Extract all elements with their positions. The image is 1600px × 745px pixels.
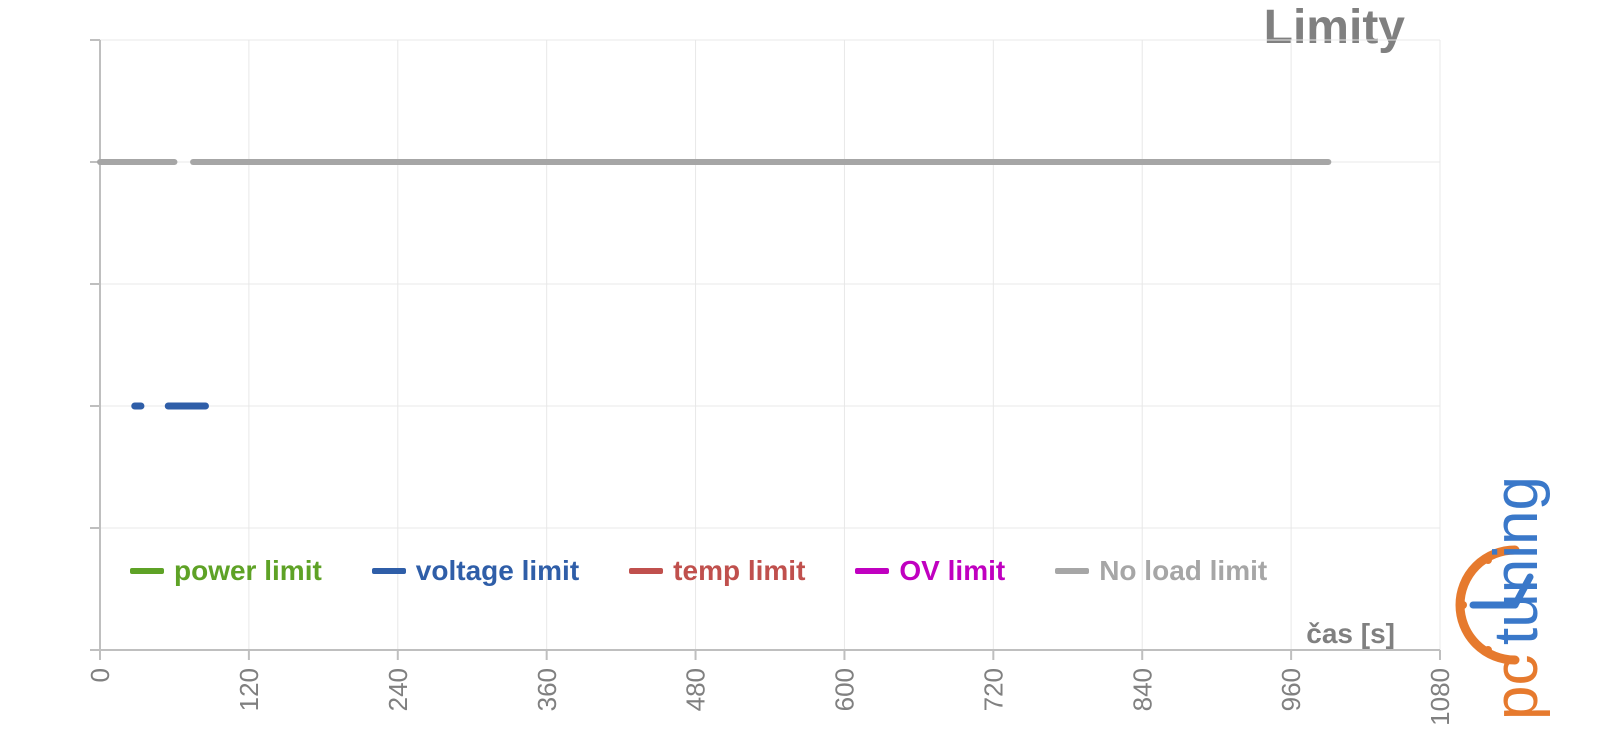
legend-label: voltage limit [416,555,579,587]
logo-pc-text: pc [1482,655,1551,720]
legend: power limit voltage limit temp limit OV lim… [130,555,1267,587]
legend-label: power limit [174,555,322,587]
x-tick-label: 480 [681,668,711,711]
legend-item: voltage limit [372,555,579,587]
x-tick-label: 960 [1276,668,1306,711]
x-axis-label: čas [s] [1306,618,1395,650]
legend-swatch [1055,568,1089,574]
watermark-logo: pc tuning [1440,345,1580,725]
legend-item: OV limit [855,555,1005,587]
legend-swatch [629,568,663,574]
legend-label: temp limit [673,555,805,587]
x-tick-label: 840 [1127,668,1157,711]
x-tick-label: 120 [234,668,264,711]
x-tick-label: 0 [85,668,115,682]
x-tick-label: 240 [383,668,413,711]
legend-label: OV limit [899,555,1005,587]
limits-chart: Limity 01202403604806007208409601080 pow… [0,0,1600,745]
legend-swatch [855,568,889,574]
legend-item: No load limit [1055,555,1267,587]
x-tick-label: 360 [532,668,562,711]
legend-label: No load limit [1099,555,1267,587]
logo-tuning-text: tuning [1482,476,1551,645]
legend-item: power limit [130,555,322,587]
legend-swatch [372,568,406,574]
x-tick-label: 600 [830,668,860,711]
legend-item: temp limit [629,555,805,587]
x-tick-label: 720 [978,668,1008,711]
legend-swatch [130,568,164,574]
